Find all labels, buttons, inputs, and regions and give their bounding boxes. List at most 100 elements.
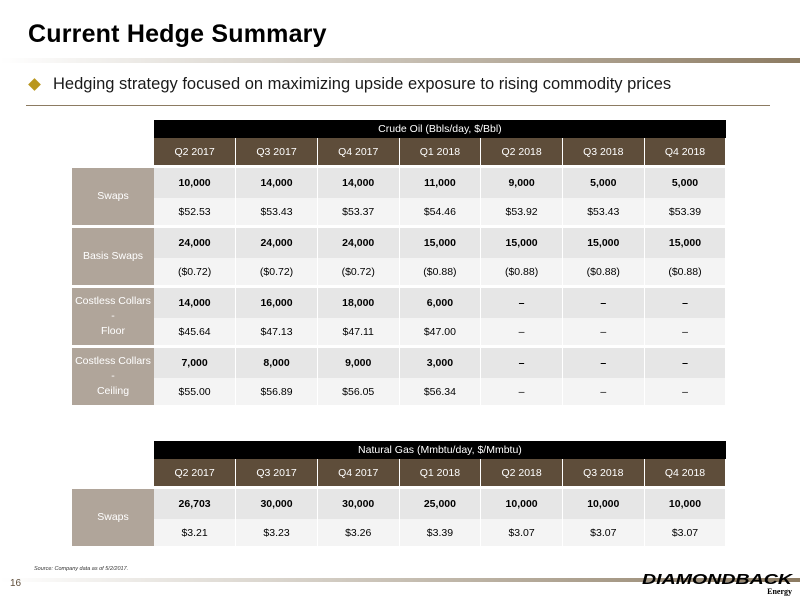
footer-divider-bar <box>0 578 800 582</box>
volume-cell: 10,000 <box>154 165 237 198</box>
instrument-label-line: Basis Swaps <box>82 250 144 262</box>
quarter-header: Q3 2018 <box>562 459 645 488</box>
price-cell: $56.34 <box>399 378 482 405</box>
oil-title-row: Crude Oil (Bbls/day, $/Bbl) <box>72 120 726 138</box>
price-cell: $3.39 <box>399 519 482 546</box>
volume-row: Costless Collars - Floor 14,000 16,000 18,00… <box>72 285 727 347</box>
volume-cell: 9,000 <box>480 165 563 198</box>
header-spacer <box>72 138 154 167</box>
price-cell: $56.89 <box>235 378 318 405</box>
volume-cell: 26,703 <box>154 486 237 519</box>
header-spacer <box>72 459 154 488</box>
quarter-header: Q2 2017 <box>154 459 237 488</box>
volume-cell: 16,000 <box>235 285 318 318</box>
bullet-divider-line <box>26 105 770 106</box>
volume-cell: 24,000 <box>317 225 400 258</box>
quarter-header: Q3 2018 <box>562 138 645 167</box>
title-divider-bar <box>0 58 800 63</box>
quarter-header: Q4 2017 <box>317 138 400 167</box>
price-row: $52.53 $53.43 $53.37 $54.46 $53.92 $53.43 $53.… <box>72 198 727 227</box>
natural-gas-hedge-table: Natural Gas (Mmbtu/day, $/Mmbtu) Q2 2017 Q… <box>72 441 727 546</box>
price-cell: $53.37 <box>317 198 400 227</box>
volume-cell: 5,000 <box>562 165 645 198</box>
price-cell: – <box>562 318 645 347</box>
price-cell: $53.92 <box>480 198 563 227</box>
gas-table-title: Natural Gas (Mmbtu/day, $/Mmbtu) <box>154 441 726 459</box>
price-cell: ($0.88) <box>399 258 482 287</box>
volume-cell: 25,000 <box>399 486 482 519</box>
price-cell: $45.64 <box>154 318 237 347</box>
volume-cell: 15,000 <box>399 225 482 258</box>
instrument-label-line: Costless Collars - <box>75 295 151 322</box>
volume-cell: 10,000 <box>644 486 727 519</box>
price-cell: ($0.72) <box>317 258 400 287</box>
quarter-header: Q3 2017 <box>235 459 318 488</box>
instrument-label-line: Costless Collars - <box>75 355 151 382</box>
volume-row: Basis Swaps 24,000 24,000 24,000 15,000 15,00… <box>72 225 727 287</box>
quarter-header: Q1 2018 <box>399 459 482 488</box>
volume-cell: 10,000 <box>480 486 563 519</box>
volume-row: Swaps 10,000 14,000 14,000 11,000 9,000 5,000 5… <box>72 165 727 227</box>
volume-cell: 18,000 <box>317 285 400 318</box>
volume-cell: – <box>644 345 727 378</box>
volume-cell: 3,000 <box>399 345 482 378</box>
volume-cell: 24,000 <box>154 225 237 258</box>
instrument-label-line: Swaps <box>97 511 129 523</box>
bullet-text: Hedging strategy focused on maximizing u… <box>53 75 672 93</box>
bullet-point: Hedging strategy focused on maximizing u… <box>28 75 672 94</box>
volume-cell: 10,000 <box>562 486 645 519</box>
volume-cell: 9,000 <box>317 345 400 378</box>
instrument-label: Basis Swaps <box>72 225 154 287</box>
header-spacer <box>72 120 154 138</box>
volume-cell: 15,000 <box>644 225 727 258</box>
price-cell: $47.13 <box>235 318 318 347</box>
quarter-header: Q2 2018 <box>480 459 563 488</box>
quarter-header: Q4 2018 <box>644 459 727 488</box>
price-cell: $53.43 <box>235 198 318 227</box>
diamond-bullet-icon <box>28 78 41 91</box>
price-cell: ($0.72) <box>235 258 318 287</box>
price-cell: $53.43 <box>562 198 645 227</box>
quarter-header: Q1 2018 <box>399 138 482 167</box>
price-cell: $47.11 <box>317 318 400 347</box>
diamondback-logo: DIAMONDBACK Energy <box>642 571 794 596</box>
volume-cell: – <box>480 285 563 318</box>
quarter-header: Q4 2017 <box>317 459 400 488</box>
logo-subtext: Energy <box>767 587 792 596</box>
page-title: Current Hedge Summary <box>28 20 327 48</box>
volume-cell: 8,000 <box>235 345 318 378</box>
price-cell: – <box>644 318 727 347</box>
price-cell: – <box>562 378 645 405</box>
price-cell: ($0.88) <box>480 258 563 287</box>
price-cell: $54.46 <box>399 198 482 227</box>
volume-cell: 14,000 <box>235 165 318 198</box>
price-cell: $3.07 <box>562 519 645 546</box>
instrument-label: Costless Collars - Ceiling <box>72 345 154 405</box>
price-cell: $52.53 <box>154 198 237 227</box>
volume-cell: 30,000 <box>317 486 400 519</box>
price-cell: – <box>644 378 727 405</box>
quarter-header: Q3 2017 <box>235 138 318 167</box>
gas-title-row: Natural Gas (Mmbtu/day, $/Mmbtu) <box>72 441 726 459</box>
volume-cell: 24,000 <box>235 225 318 258</box>
volume-cell: – <box>644 285 727 318</box>
logo-wordmark: DIAMONDBACK <box>642 571 794 588</box>
price-row: $3.21 $3.23 $3.26 $3.39 $3.07 $3.07 $3.07 <box>72 519 727 546</box>
price-row: ($0.72) ($0.72) ($0.72) ($0.88) ($0.88) ($0.8… <box>72 258 727 287</box>
price-cell: $3.07 <box>644 519 727 546</box>
quarter-header: Q4 2018 <box>644 138 727 167</box>
quarter-header: Q2 2018 <box>480 138 563 167</box>
price-cell: $47.00 <box>399 318 482 347</box>
price-cell: $3.21 <box>154 519 237 546</box>
volume-cell: – <box>480 345 563 378</box>
price-cell: ($0.88) <box>644 258 727 287</box>
volume-cell: – <box>562 285 645 318</box>
price-row: $55.00 $56.89 $56.05 $56.34– – – <box>72 378 727 405</box>
instrument-label-line: Ceiling <box>96 385 130 397</box>
gas-quarter-header-row: Q2 2017 Q3 2017 Q4 2017 Q1 2018 Q2 2018 Q3 20… <box>72 459 727 488</box>
price-cell: – <box>480 378 563 405</box>
oil-table-title: Crude Oil (Bbls/day, $/Bbl) <box>154 120 726 138</box>
volume-cell: 15,000 <box>562 225 645 258</box>
price-cell: – <box>480 318 563 347</box>
page-number: 16 <box>10 578 22 589</box>
